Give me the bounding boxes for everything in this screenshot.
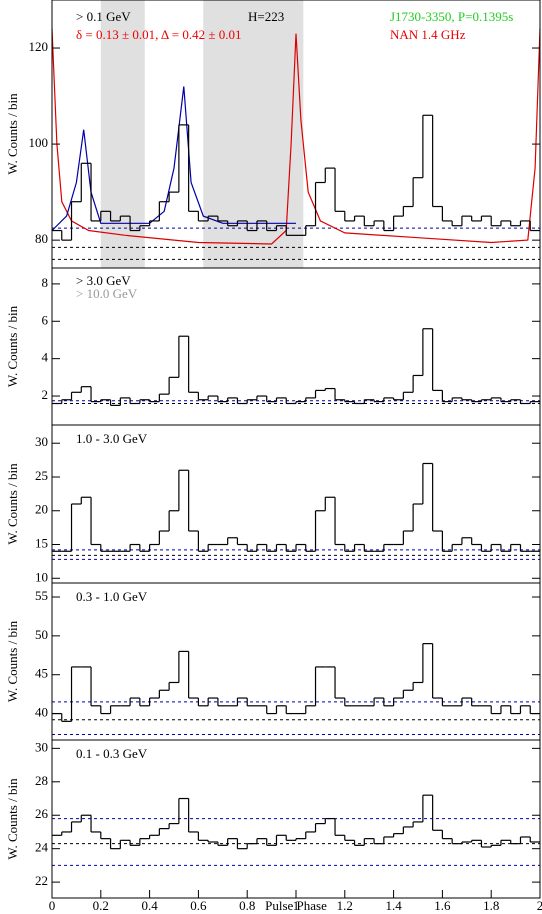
panel: 10 15 20 25 30 W. Counts / bin 1.0 - 3.0 GeV <box>5 424 541 584</box>
y-axis-label: W. Counts / bin <box>5 463 20 545</box>
panel: 80 100 120 W. Counts / bin > 0.1 GeV H=223 J17… <box>5 0 541 269</box>
x-axis-label: Pulse Phase <box>265 898 327 913</box>
x-tick-label: 0.6 <box>190 898 207 913</box>
annotation: > 3.0 GeV <box>76 273 131 288</box>
y-tick-label: 8 <box>42 275 49 290</box>
y-tick-label: 50 <box>35 627 48 642</box>
y-tick-label: 120 <box>29 39 49 54</box>
panel: 22 24 26 28 30 0 0.2 0.4 0.6 0.8 1 1.2 1.4 1.6 1.8 2 W. … <box>5 739 542 913</box>
x-tick-label: 1.2 <box>337 898 353 913</box>
annotation: > 0.1 GeV <box>76 9 131 24</box>
annotation: J1730-3350, P=0.1395s <box>390 9 513 24</box>
annotation: 0.1 - 0.3 GeV <box>76 746 148 761</box>
x-tick-label: 1.6 <box>434 898 451 913</box>
y-tick-label: 55 <box>35 588 48 603</box>
y-axis-label: W. Counts / bin <box>5 93 20 175</box>
y-tick-label: 30 <box>35 434 48 449</box>
x-tick-label: 0.2 <box>93 898 109 913</box>
x-tick-label: 1.8 <box>483 898 499 913</box>
y-tick-label: 26 <box>35 806 49 821</box>
x-tick-label: 0.4 <box>141 898 158 913</box>
annotation: 1.0 - 3.0 GeV <box>76 431 148 446</box>
y-tick-label: 30 <box>35 739 48 754</box>
panel-frame <box>51 582 541 741</box>
panel: 2 4 6 8 W. Counts / bin > 3.0 GeV> 10.0 GeV <box>5 267 541 426</box>
y-axis-label: W. Counts / bin <box>5 778 20 860</box>
annotation: δ = 0.13 ± 0.01, Δ = 0.42 ± 0.01 <box>76 27 241 42</box>
x-tick-label: 2 <box>537 898 542 913</box>
y-axis-label: W. Counts / bin <box>5 305 20 387</box>
annotation: NAN 1.4 GHz <box>390 27 466 42</box>
y-tick-label: 10 <box>35 569 48 584</box>
y-tick-label: 80 <box>35 231 48 246</box>
y-tick-label: 45 <box>35 666 48 681</box>
y-tick-label: 40 <box>35 705 48 720</box>
y-tick-label: 2 <box>42 387 49 402</box>
y-tick-label: 22 <box>35 873 48 888</box>
y-axis-label: W. Counts / bin <box>5 620 20 702</box>
curve <box>51 28 541 245</box>
annotation: > 10.0 GeV <box>76 286 138 301</box>
x-tick-label: 1 <box>293 898 300 913</box>
y-tick-label: 6 <box>42 312 49 327</box>
y-tick-label: 100 <box>29 135 49 150</box>
y-tick-label: 20 <box>35 502 48 517</box>
x-tick-label: 0.8 <box>239 898 255 913</box>
annotation: 0.3 - 1.0 GeV <box>76 589 148 604</box>
panel: 40 45 50 55 W. Counts / bin 0.3 - 1.0 GeV <box>5 582 541 741</box>
y-tick-label: 4 <box>42 350 49 365</box>
y-tick-label: 24 <box>35 840 49 855</box>
y-tick-label: 15 <box>35 535 48 550</box>
x-tick-label: 1.4 <box>385 898 402 913</box>
x-tick-label: 0 <box>49 898 56 913</box>
y-tick-label: 28 <box>35 773 48 788</box>
y-tick-label: 25 <box>35 468 48 483</box>
annotation: H=223 <box>248 9 284 24</box>
curve <box>51 86 296 231</box>
